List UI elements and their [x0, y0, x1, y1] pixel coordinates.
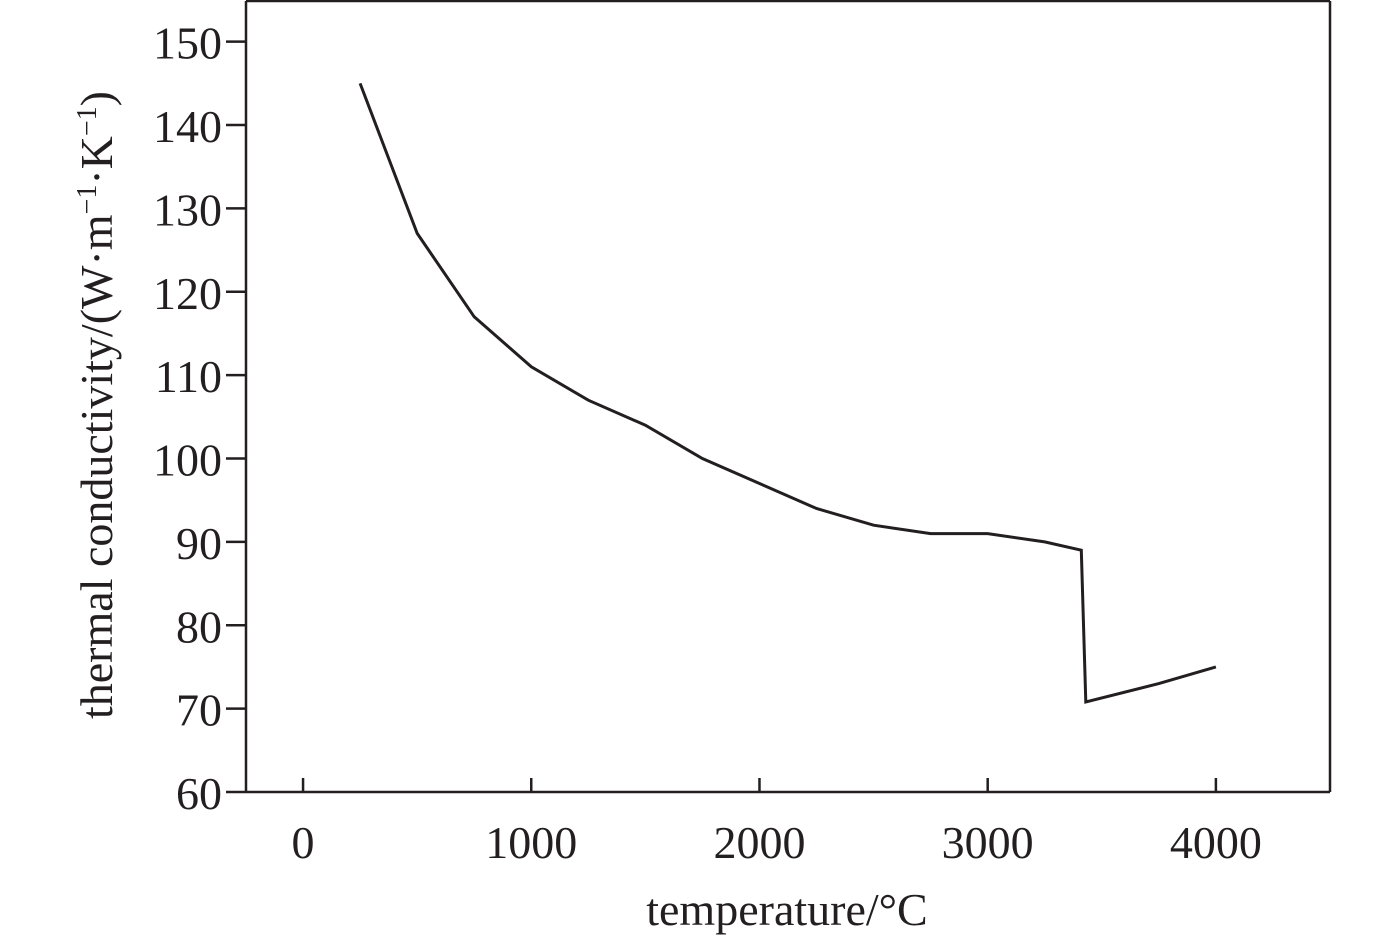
y-axis-title-prefix: thermal conductivity/(W·m — [71, 214, 122, 719]
x-tick-label: 0 — [292, 817, 315, 868]
y-axis-title-suffix: ) — [71, 91, 122, 106]
x-axis-title: temperature/°C — [646, 884, 928, 935]
series-layer — [358, 82, 1217, 704]
y-tick-label: 120 — [153, 268, 222, 319]
y-tick-label: 140 — [153, 101, 222, 152]
x-tick-label: 1000 — [485, 817, 577, 868]
y-tick-label: 110 — [155, 351, 222, 402]
y-tick-label: 150 — [153, 18, 222, 69]
y-axis-title-sup2: −1 — [72, 106, 103, 136]
y-ticks: 60 70 80 90 100 110 120 130 140 150 — [153, 18, 246, 819]
y-tick-label: 80 — [176, 601, 222, 652]
y-tick-label: 70 — [176, 685, 222, 736]
x-tick-label: 4000 — [1170, 817, 1262, 868]
y-tick-label: 100 — [153, 435, 222, 486]
series-line — [358, 82, 1217, 704]
x-ticks: 0 1000 2000 3000 4000 — [292, 778, 1262, 868]
y-axis-title-sup1: −1 — [72, 185, 103, 215]
y-axis-title: thermal conductivity/(W·m−1·K−1) — [71, 91, 122, 719]
y-tick-label: 130 — [153, 184, 222, 235]
x-tick-label: 3000 — [942, 817, 1034, 868]
y-tick-label: 60 — [176, 768, 222, 819]
y-tick-label: 90 — [176, 518, 222, 569]
y-axis-title-mid: ·K — [71, 136, 122, 185]
plot-frame — [244, 0, 1332, 794]
x-tick-label: 2000 — [713, 817, 805, 868]
